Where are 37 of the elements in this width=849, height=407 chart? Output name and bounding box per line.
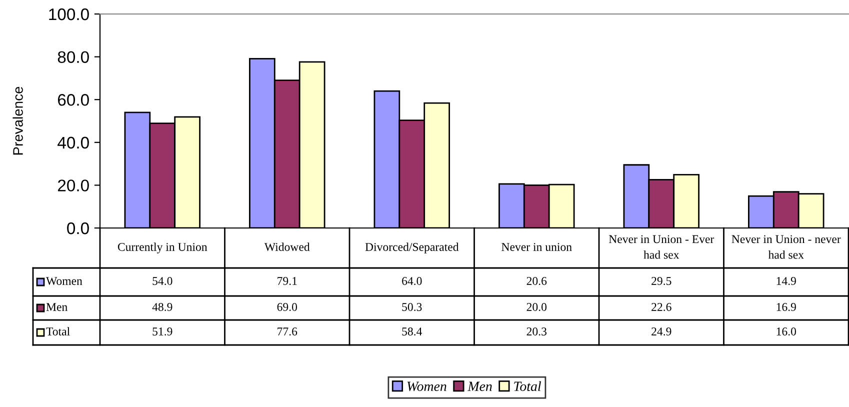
data-label: 24.9 — [652, 328, 672, 336]
data-label: 79.1 — [278, 277, 297, 286]
data-label: 29.5 — [652, 277, 672, 286]
x-tick-label: Never in union — [502, 243, 572, 251]
data-label: 69.0 — [277, 302, 298, 312]
data-label: 16.0 — [776, 327, 796, 336]
legend-label: Women — [46, 277, 82, 286]
data-label: 14.9 — [776, 277, 796, 286]
text: Total — [514, 381, 541, 392]
x-tick-label: Currently in Union — [118, 242, 208, 254]
y-tick-label: 40.0 — [58, 136, 89, 149]
text: Men — [468, 382, 492, 392]
y-tick-label: 80.0 — [58, 51, 89, 64]
data-label: 50.3 — [402, 302, 422, 312]
y-tick-label: 20.0 — [58, 180, 89, 192]
data-label: 64.0 — [402, 276, 422, 286]
data-label: 77.6 — [278, 328, 298, 336]
y-tick-label: 60.0 — [58, 94, 89, 106]
data-label: 51.9 — [152, 328, 172, 336]
data-label: 20.3 — [526, 327, 546, 336]
data-label: 54.0 — [152, 276, 172, 286]
data-label: 22.6 — [652, 303, 672, 312]
legend-label: Total — [46, 327, 70, 336]
y-axis-title: Prevalence — [12, 86, 23, 155]
data-label: 20.0 — [526, 302, 547, 312]
x-tick-label: Never in Union - Ever had sex — [608, 235, 714, 259]
data-label: 20.6 — [526, 276, 547, 286]
data-label: 16.9 — [776, 303, 796, 312]
legend-label: Men — [46, 303, 68, 311]
y-tick-label: 100.0 — [49, 8, 89, 20]
data-label: 48.9 — [152, 302, 172, 312]
x-tick-label: Never in Union - never had sex — [732, 235, 841, 259]
text: Women — [407, 382, 446, 392]
x-tick-label: Widowed — [264, 242, 310, 252]
x-tick-label: Divorced/Separated — [365, 242, 459, 254]
y-tick-label: 0.0 — [67, 222, 89, 234]
data-label: 58.4 — [402, 327, 422, 336]
